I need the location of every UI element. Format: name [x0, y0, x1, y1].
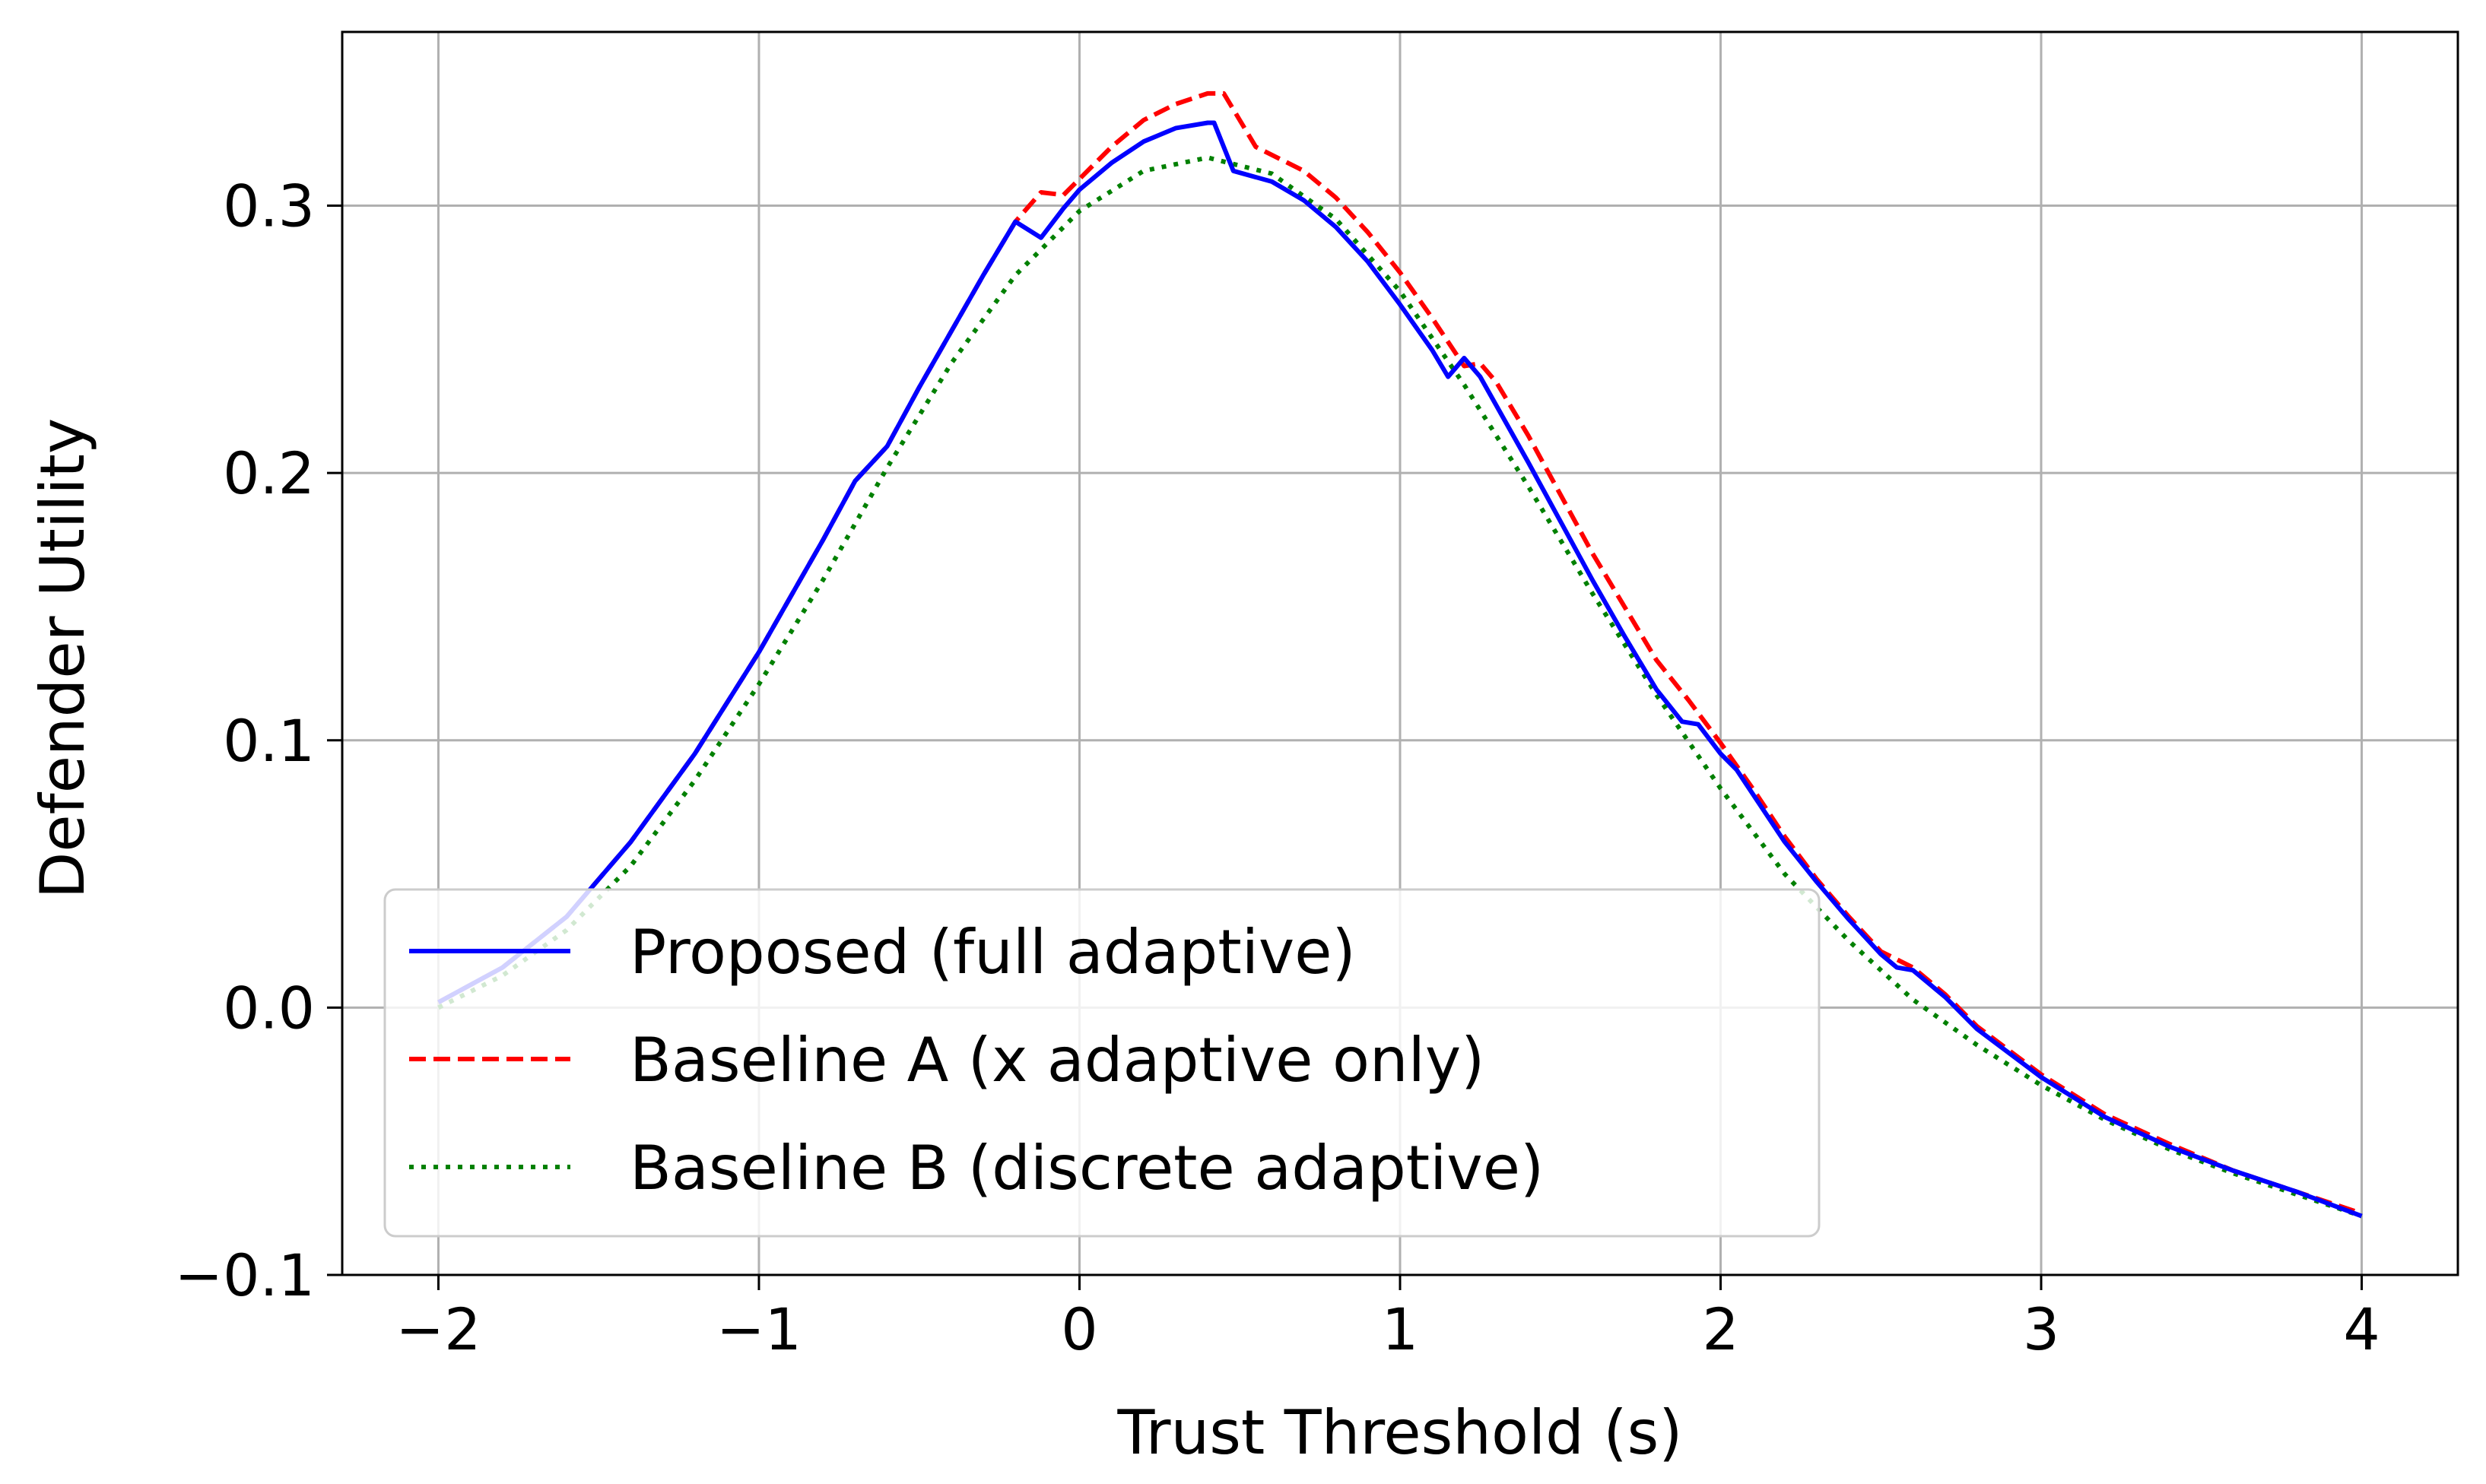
x-tick-label: 2	[1702, 1295, 1738, 1363]
series-lines	[437, 90, 2363, 1219]
legend: Proposed (full adaptive) Baseline A (x a…	[383, 888, 1821, 1238]
legend-box	[383, 888, 1821, 1238]
x-axis-ticks: −2 −1 0 1 2 3 4	[395, 1275, 2380, 1363]
legend-label-baseline-b: Baseline B (discrete adaptive)	[630, 1133, 1544, 1203]
series-line-dotted	[437, 155, 2363, 1219]
x-tick-label: 4	[2343, 1295, 2380, 1363]
x-tick-label: 0	[1061, 1295, 1097, 1363]
x-tick-label: −1	[716, 1295, 802, 1363]
series-line-solid	[437, 120, 2363, 1219]
legend-label-proposed: Proposed (full adaptive)	[630, 917, 1356, 988]
y-tick-label: 0.0	[223, 974, 315, 1042]
legend-label-baseline-a: Baseline A (x adaptive only)	[630, 1025, 1484, 1096]
y-axis-ticks: −0.1 0.0 0.1 0.2 0.3	[174, 173, 342, 1309]
y-tick-label: 0.2	[223, 439, 315, 507]
y-tick-label: 0.3	[223, 173, 315, 240]
x-tick-label: 3	[2023, 1295, 2059, 1363]
x-tick-label: 1	[1382, 1295, 1418, 1363]
y-tick-label: −0.1	[174, 1241, 315, 1309]
y-tick-label: 0.1	[223, 707, 315, 775]
x-tick-label: −2	[395, 1295, 481, 1363]
series-line-dashed	[437, 90, 2363, 1216]
x-axis-label: Trust Threshold (s)	[1117, 1397, 1683, 1468]
y-axis-label: Defender Utility	[27, 418, 98, 899]
